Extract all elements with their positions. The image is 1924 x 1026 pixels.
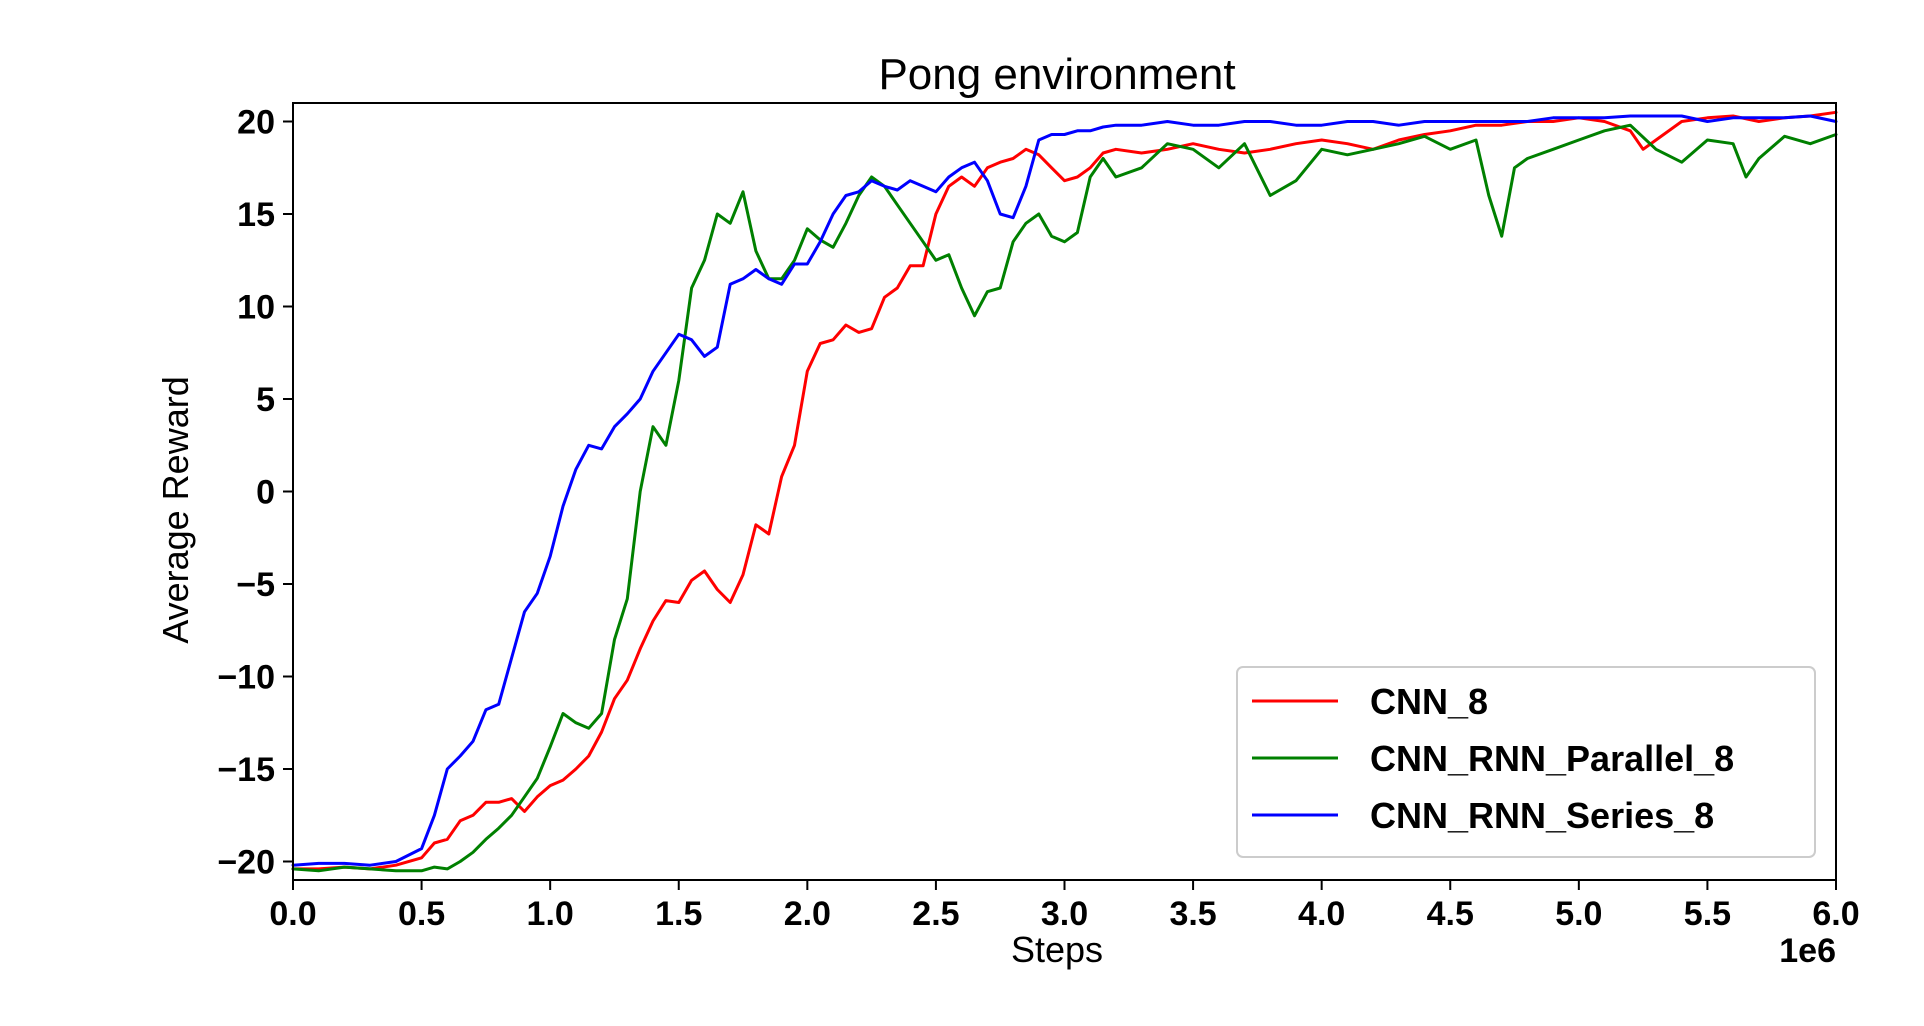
legend-label-2: CNN_RNN_Series_8 [1370,795,1714,836]
x-tick-label: 4.0 [1298,895,1345,933]
x-tick-label: 0.5 [398,895,445,933]
y-tick-label: −15 [217,751,275,789]
x-tick-label: 3.0 [1041,895,1088,933]
legend-label-0: CNN_8 [1370,681,1488,722]
x-tick-label: 6.0 [1812,895,1859,933]
chart-title: Pong environment [878,50,1235,99]
series-line-1 [291,123,1838,873]
legend-items: CNN_8 CNN_RNN_Parallel_8 CNN_RNN_Series_8 [1252,681,1734,836]
x-axis-label: Steps [1011,929,1103,970]
y-tick-label: 5 [256,381,275,419]
x-tick-label: 1.5 [655,895,702,933]
y-axis-label: Average Reward [155,376,196,644]
x-tick-label: 3.5 [1169,895,1216,933]
x-tick-label: 5.5 [1684,895,1731,933]
y-tick-label: −20 [217,844,275,882]
x-tick-label: 2.5 [912,895,959,933]
y-tick-label: 10 [237,289,275,327]
x-tick-label: 5.0 [1555,895,1602,933]
y-axis: −20 −15 −10 −5 0 5 10 15 20 [217,104,293,882]
series-layer [291,110,1838,873]
y-tick-label: −5 [236,566,275,604]
legend-label-1: CNN_RNN_Parallel_8 [1370,738,1734,779]
legend: CNN_8 CNN_RNN_Parallel_8 CNN_RNN_Series_8 [1236,666,1816,858]
x-axis: 0.0 0.5 1.0 1.5 2.0 2.5 3.0 3.5 4.0 4.5 5.0 5.5 6.0 [269,880,1860,933]
x-tick-label: 2.0 [784,895,831,933]
y-tick-label: 0 [256,474,275,512]
series-line-0 [291,110,1838,871]
series-line-2 [291,114,1838,867]
y-tick-label: 15 [237,196,275,234]
x-tick-label: 1.0 [527,895,574,933]
y-tick-label: 20 [237,104,275,142]
legend-box [1236,666,1816,858]
y-tick-label: −10 [217,659,275,697]
x-tick-label: 4.5 [1427,895,1474,933]
x-axis-offset-label: 1e6 [1779,932,1836,970]
x-tick-label: 0.0 [269,895,316,933]
